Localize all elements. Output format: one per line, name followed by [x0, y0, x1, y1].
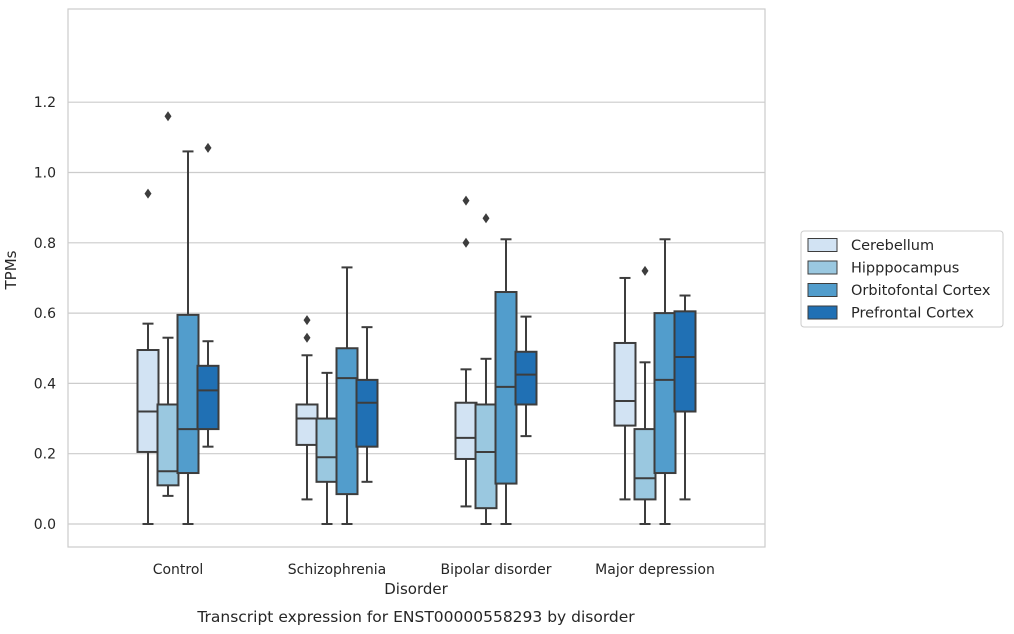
outlier-point [482, 213, 490, 224]
box-bipolar-disorder [474, 213, 498, 525]
y-tick-label: 0.2 [34, 447, 56, 463]
y-tick-label: 0.6 [34, 306, 56, 322]
box-control [136, 188, 160, 525]
iqr-box [454, 401, 478, 460]
iqr-box [156, 403, 180, 487]
box-series [136, 111, 697, 525]
box-major-depression [653, 238, 677, 525]
outlier-point [303, 332, 311, 343]
outlier-point [204, 142, 212, 153]
iqr-box [474, 403, 498, 510]
outlier-point [641, 265, 649, 276]
series-orbitofontal-cortex [176, 150, 677, 525]
iqr-box [335, 347, 359, 496]
x-tick-label: Schizophrenia [288, 562, 386, 578]
iqr-box [514, 350, 538, 406]
box-bipolar-disorder [494, 238, 518, 525]
series-prefrontal-cortex [196, 142, 697, 501]
iqr-box [613, 341, 637, 427]
box-major-depression [673, 294, 697, 501]
legend-swatch [807, 260, 838, 275]
y-tick-label: 0.8 [34, 236, 56, 252]
y-tick-label: 0.0 [34, 517, 56, 533]
iqr-box [633, 428, 657, 501]
outlier-point [303, 315, 311, 326]
legend-label: Prefrontal Cortex [851, 306, 974, 322]
legend-label: Hipppocampus [851, 261, 959, 277]
legend-label: Orbitofontal Cortex [851, 283, 991, 299]
y-tick-label: 1.2 [34, 95, 56, 111]
series-cerebellum [136, 188, 637, 525]
iqr-box [653, 312, 677, 475]
outlier-point [144, 188, 152, 199]
box-schizophrenia [315, 371, 339, 525]
x-axis-ticks: Control Schizophrenia Bipolar disorder Majo… [153, 562, 715, 578]
y-axis-ticks: 0.0 0.2 0.4 0.6 0.8 1.0 1.2 [34, 95, 56, 533]
outlier-point [462, 237, 470, 248]
box-schizophrenia [355, 326, 379, 483]
box-control [196, 142, 220, 448]
outlier-point [164, 111, 172, 122]
box-schizophrenia [295, 315, 319, 501]
box-major-depression [613, 276, 637, 501]
box-bipolar-disorder [514, 315, 538, 438]
series-hipppocampus [156, 111, 657, 525]
y-axis-label: TPMs [2, 250, 20, 290]
x-axis-label: Disorder [384, 580, 448, 598]
y-tick-label: 0.4 [34, 376, 56, 392]
legend-swatch [807, 305, 838, 320]
x-tick-label: Major depression [595, 562, 715, 578]
box-control [156, 111, 180, 497]
chart-caption: Transcript expression for ENST0000055829… [196, 608, 635, 626]
iqr-box [355, 378, 379, 448]
outlier-point [462, 195, 470, 206]
plot-area-frame [67, 8, 766, 548]
x-tick-label: Control [153, 562, 204, 578]
iqr-box [176, 313, 200, 475]
legend: Cerebellum Hipppocampus Orbitofontal Corte… [800, 230, 1004, 328]
legend-frame [800, 230, 1004, 328]
iqr-box [315, 417, 339, 483]
iqr-box [673, 310, 697, 413]
legend-swatch [807, 283, 838, 297]
legend-swatch [807, 238, 838, 252]
box-major-depression [633, 265, 657, 525]
legend-label: Cerebellum [851, 238, 934, 254]
box-control [176, 150, 200, 525]
iqr-box [295, 403, 319, 446]
iqr-box [136, 349, 160, 453]
iqr-box [196, 364, 220, 431]
box-schizophrenia [335, 266, 359, 525]
x-tick-label: Bipolar disorder [440, 562, 551, 578]
y-tick-label: 1.0 [34, 166, 56, 182]
